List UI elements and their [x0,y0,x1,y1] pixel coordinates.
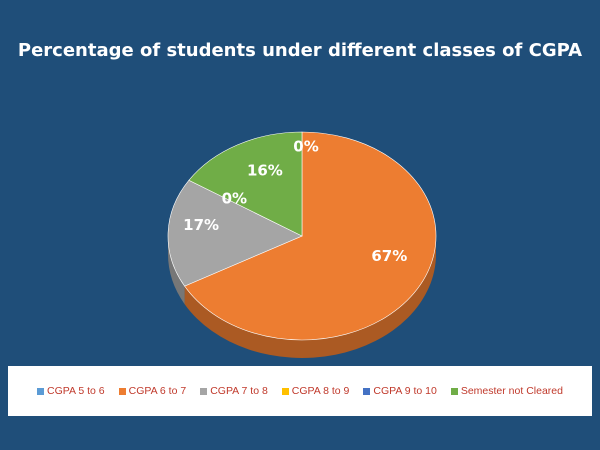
pie-side-cgpa-7-to-8 [168,236,185,305]
legend-item-semester-not-cleared: Semester not Cleared [450,385,563,397]
legend-swatch [450,387,458,395]
chart-legend: CGPA 5 to 6 CGPA 6 to 7 CGPA 7 to 8 CGPA 8 … [8,366,592,416]
pie-slice-cgpa-6-to-7 [184,131,437,341]
data-label-cgpa-zero-top: 0% [293,138,318,156]
legend-item-cgpa-9-to-10: CGPA 9 to 10 [363,385,437,397]
data-label-cgpa-6-to-7: 67% [371,247,407,265]
data-label-cgpa-7-to-8: 17% [183,216,219,234]
legend-swatch [118,387,126,395]
legend-swatch [363,387,371,395]
legend-item-cgpa-8-to-9: CGPA 8 to 9 [281,385,350,397]
legend-label: CGPA 8 to 9 [291,385,350,397]
legend-label: CGPA 9 to 10 [373,385,437,397]
legend-label: Semester not Cleared [460,385,563,397]
legend-item-cgpa-5-to-6: CGPA 5 to 6 [37,385,105,397]
legend-swatch [281,387,289,395]
legend-label: CGPA 6 to 7 [128,385,187,397]
pie-slice-cgpa-7-to-8 [167,179,303,287]
legend-swatch [200,387,208,395]
legend-item-cgpa-7-to-8: CGPA 7 to 8 [200,385,268,397]
pie-side-cgpa-6-to-7 [184,236,436,358]
legend-swatch [37,387,45,395]
pie-slice-semester-not-cleared [188,131,303,237]
chart-title: Percentage of students under different c… [17,40,583,61]
data-label-cgpa-8-to-9: 0% [222,190,247,208]
legend-label: CGPA 7 to 8 [210,385,268,397]
legend-item-cgpa-6-to-7: CGPA 6 to 7 [118,385,187,397]
legend-label: CGPA 5 to 6 [47,385,105,397]
data-label-semester-not-cleared: 16% [247,161,283,179]
